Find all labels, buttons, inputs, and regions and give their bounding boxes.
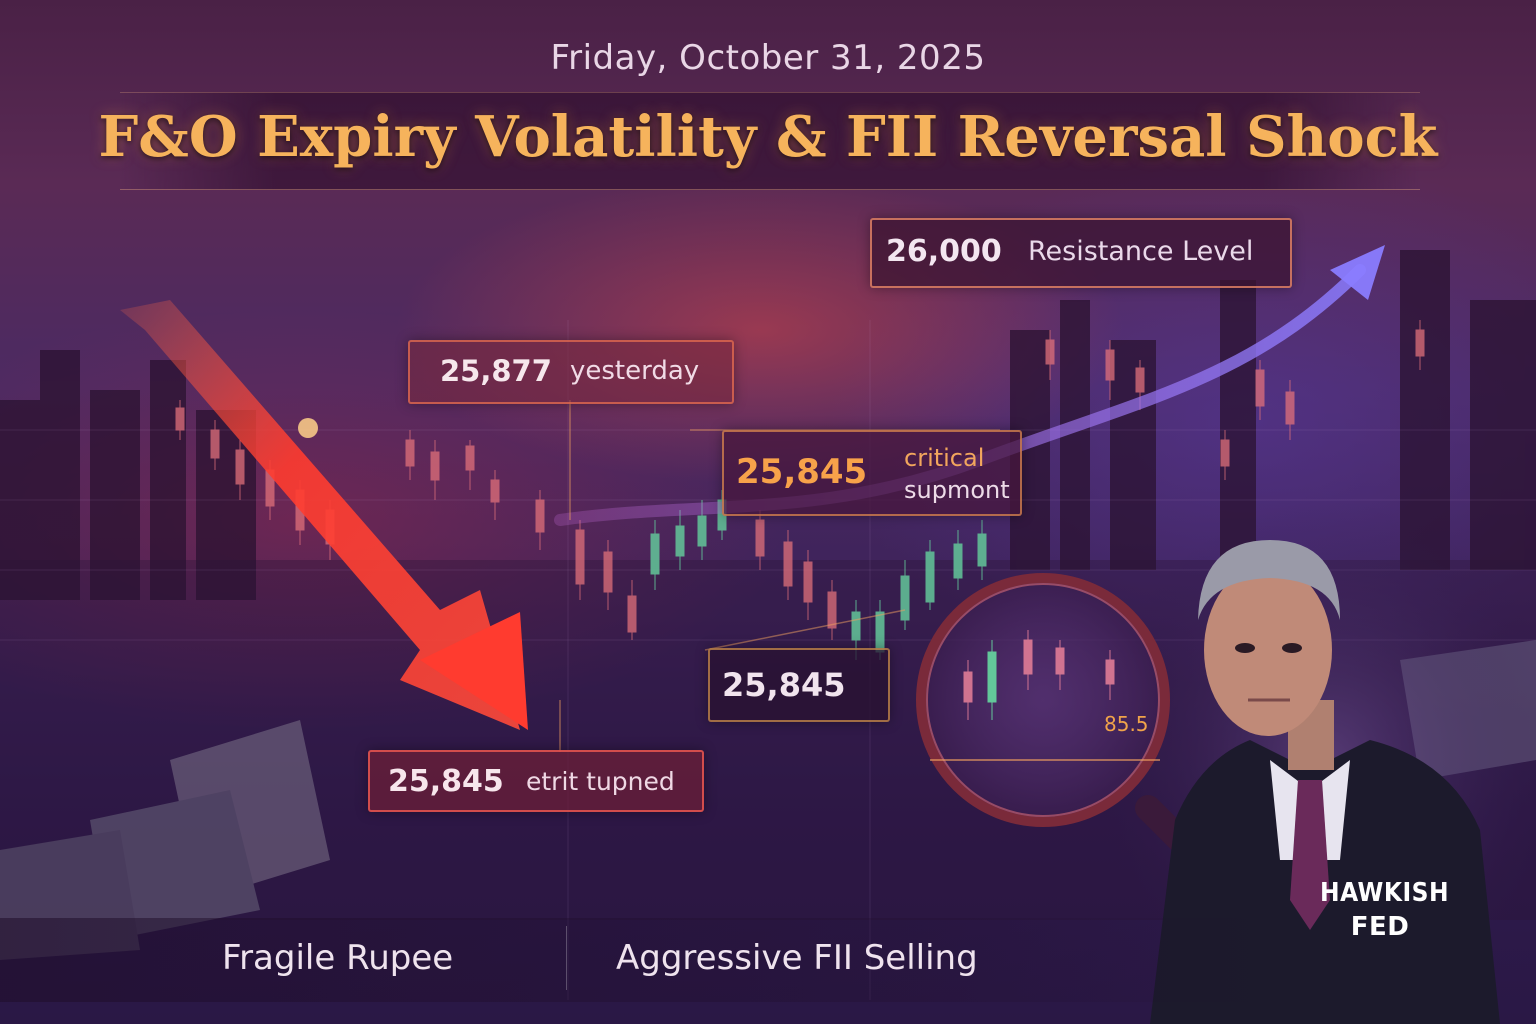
yesterday-callout: 25,877 yesterday	[408, 340, 734, 404]
resistance-label: Resistance Level	[1028, 236, 1254, 267]
yesterday-label: yesterday	[570, 356, 700, 386]
magnifier-value: 85.5	[1104, 712, 1149, 736]
footer-fragile-rupee: Fragile Rupee	[222, 938, 454, 978]
page-title: F&O Expiry Volatility & FII Reversal Sho…	[98, 104, 1438, 170]
headline-banner	[120, 92, 1420, 190]
resistance-value: 26,000	[886, 234, 1002, 269]
critical-support-callout: 25,845 critical supmont	[722, 430, 1022, 516]
support-callout: 25,845 etrit tupned	[368, 750, 704, 812]
support-label: etrit tupned	[526, 767, 675, 796]
footer-divider	[566, 926, 567, 990]
hawkish-label: HAWKISH	[1320, 878, 1450, 908]
critical-label-line1: critical	[904, 444, 985, 472]
yesterday-value: 25,877	[440, 354, 552, 388]
critical-value: 25,845	[736, 452, 868, 492]
critical-label-line2: supmont	[904, 476, 1010, 504]
footer-fii-selling: Aggressive FII Selling	[616, 938, 978, 978]
resistance-callout: 26,000 Resistance Level	[870, 218, 1292, 288]
footer-bar	[0, 918, 1536, 1002]
level-value: 25,845	[722, 666, 846, 704]
level-callout: 25,845	[708, 648, 890, 722]
support-value: 25,845	[388, 764, 504, 799]
down-arrow-icon	[120, 300, 528, 730]
date-line: Friday, October 31, 2025	[550, 38, 986, 78]
candlestick-chart	[175, 320, 1425, 660]
